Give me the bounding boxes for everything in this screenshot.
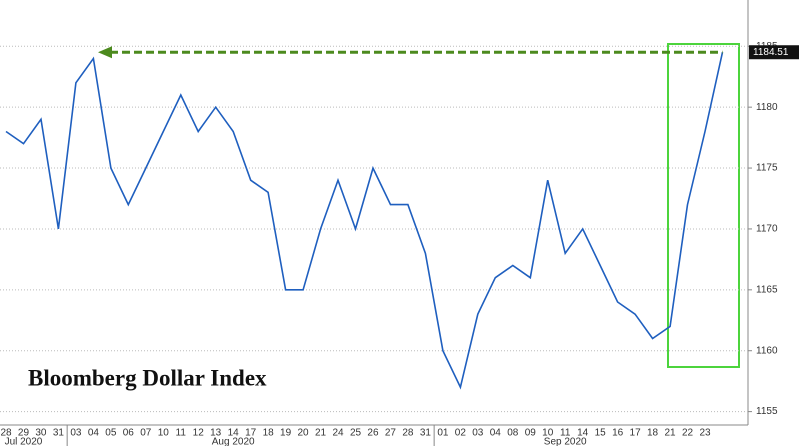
x-tick-label: 14 [577, 428, 589, 439]
x-tick-label: 22 [682, 428, 694, 439]
x-tick-label: 21 [664, 428, 676, 439]
x-tick-label: 11 [560, 428, 571, 439]
x-tick-label: 29 [18, 428, 30, 439]
x-tick-label: 31 [420, 428, 432, 439]
x-tick-label: 28 [402, 428, 414, 439]
y-tick-label: 1165 [756, 284, 778, 295]
x-tick-label: 17 [630, 428, 642, 439]
x-tick-label: 18 [647, 428, 659, 439]
x-tick-label: 18 [263, 428, 275, 439]
x-tick-label: 26 [367, 428, 379, 439]
series-line [5, 52, 724, 390]
x-tick-label: 23 [699, 428, 711, 439]
x-tick-label: 24 [332, 428, 344, 439]
x-tick-label: 19 [280, 428, 292, 439]
x-tick-label: 07 [140, 428, 152, 439]
month-label: Sep 2020 [544, 437, 587, 446]
highlight-box [667, 43, 740, 368]
month-label: Jul 2020 [5, 437, 43, 446]
x-tick-label: 03 [70, 428, 82, 439]
x-tick-label: 28 [0, 428, 12, 439]
last-value-label: 1184.51 [753, 47, 789, 58]
x-tick-label: 10 [158, 428, 170, 439]
last-value-tag [749, 45, 799, 60]
x-tick-label: 06 [123, 428, 135, 439]
x-tick-label: 08 [507, 428, 519, 439]
x-tick-label: 25 [350, 428, 362, 439]
y-tick-label: 1160 [756, 345, 778, 356]
x-tick-label: 04 [88, 428, 100, 439]
month-label: Aug 2020 [212, 437, 255, 446]
x-tick-label: 03 [472, 428, 484, 439]
x-tick-label: 21 [315, 428, 327, 439]
x-tick-label: 09 [525, 428, 537, 439]
x-tick-label: 05 [105, 428, 117, 439]
x-tick-label: 02 [455, 428, 467, 439]
x-tick-label: 27 [385, 428, 397, 439]
x-tick-label: 12 [193, 428, 205, 439]
x-tick-label: 15 [595, 428, 607, 439]
y-tick-label: 1170 [756, 224, 778, 235]
x-tick-label: 20 [298, 428, 310, 439]
x-tick-label: 14 [228, 428, 240, 439]
y-tick-label: 1180 [756, 102, 778, 113]
x-tick-label: 30 [35, 428, 47, 439]
x-tick-label: 31 [53, 428, 65, 439]
x-tick-label: 10 [542, 428, 554, 439]
x-tick-label: 13 [210, 428, 222, 439]
x-tick-label: 17 [245, 428, 257, 439]
x-tick-label: 16 [612, 428, 624, 439]
chart-title: Bloomberg Dollar Index [28, 365, 267, 390]
x-tick-label: 01 [437, 428, 449, 439]
arrow-head [98, 46, 112, 59]
x-tick-label: 04 [490, 428, 502, 439]
x-tick-label: 11 [176, 428, 187, 439]
y-tick-label: 1175 [756, 163, 778, 174]
y-tick-label: 1155 [756, 406, 778, 417]
